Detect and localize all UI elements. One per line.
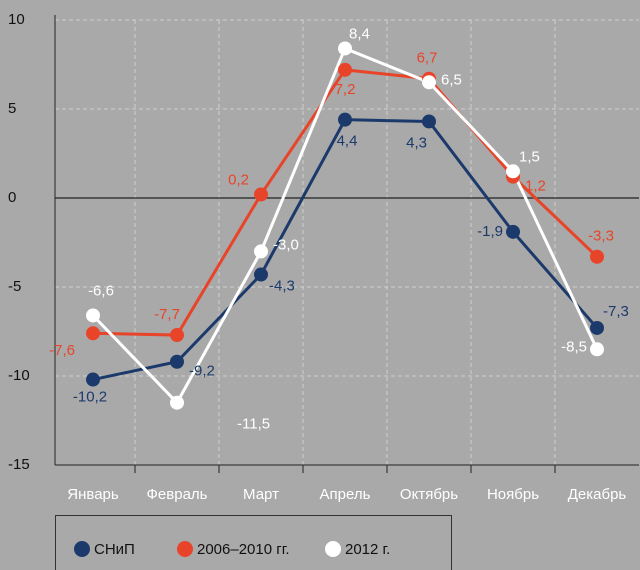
value-label: -7,3 xyxy=(603,303,629,320)
value-label: -4,3 xyxy=(269,278,295,295)
y-tick-label: 10 xyxy=(8,11,25,28)
value-label: 6,5 xyxy=(441,71,462,88)
point xyxy=(506,224,520,239)
x-tick-label: Декабрь xyxy=(568,486,627,503)
x-tick-label: Февраль xyxy=(147,486,208,503)
value-label: -7,7 xyxy=(154,306,180,323)
value-label: -8,5 xyxy=(561,338,587,355)
value-label: 7,2 xyxy=(335,81,356,98)
point xyxy=(254,267,268,282)
value-label: -3,0 xyxy=(273,236,299,253)
legend-label: 2006–2010 гг. xyxy=(197,541,290,558)
point xyxy=(170,395,184,410)
point xyxy=(254,187,268,202)
value-label: 4,4 xyxy=(337,133,358,150)
y-tick-label: 0 xyxy=(8,189,16,206)
y-tick-label: 5 xyxy=(8,100,16,117)
point xyxy=(86,326,100,341)
point xyxy=(422,114,436,129)
point xyxy=(338,62,352,77)
x-tick-label: Ноябрь xyxy=(487,486,539,503)
point xyxy=(338,41,352,56)
point xyxy=(590,342,604,357)
point xyxy=(506,164,520,179)
point xyxy=(86,308,100,323)
x-tick-label: Март xyxy=(243,486,279,503)
x-tick-label: Октябрь xyxy=(400,486,458,503)
y-tick-label: -15 xyxy=(8,456,30,473)
legend-marker xyxy=(177,541,193,557)
x-tick-label: Январь xyxy=(67,486,119,503)
value-label: -10,2 xyxy=(73,389,107,406)
value-label: -9,2 xyxy=(189,363,215,380)
point xyxy=(254,244,268,259)
point xyxy=(422,75,436,90)
point xyxy=(170,354,184,369)
value-label: -1,9 xyxy=(477,223,503,240)
legend-marker xyxy=(74,541,90,557)
value-label: -6,6 xyxy=(88,282,114,299)
value-label: 1,5 xyxy=(519,148,540,165)
legend-box xyxy=(55,515,452,570)
y-tick-label: -5 xyxy=(8,278,21,295)
legend-label: 2012 г. xyxy=(345,541,390,558)
point xyxy=(338,112,352,127)
point xyxy=(590,249,604,264)
point xyxy=(590,320,604,335)
value-label: -7,6 xyxy=(49,342,75,359)
value-label: 8,4 xyxy=(349,25,370,42)
legend-marker xyxy=(325,541,341,557)
x-tick-label: Апрель xyxy=(320,486,371,503)
value-label: 4,3 xyxy=(406,134,427,151)
value-label: -3,3 xyxy=(588,228,614,245)
y-tick-label: -10 xyxy=(8,367,30,384)
legend-label: СНиП xyxy=(94,541,135,558)
value-label: -11,5 xyxy=(237,416,270,433)
value-label: 0,2 xyxy=(228,171,249,188)
value-label: 6,7 xyxy=(417,50,438,67)
value-label: 1,2 xyxy=(525,178,546,195)
point xyxy=(170,328,184,343)
point xyxy=(86,372,100,387)
